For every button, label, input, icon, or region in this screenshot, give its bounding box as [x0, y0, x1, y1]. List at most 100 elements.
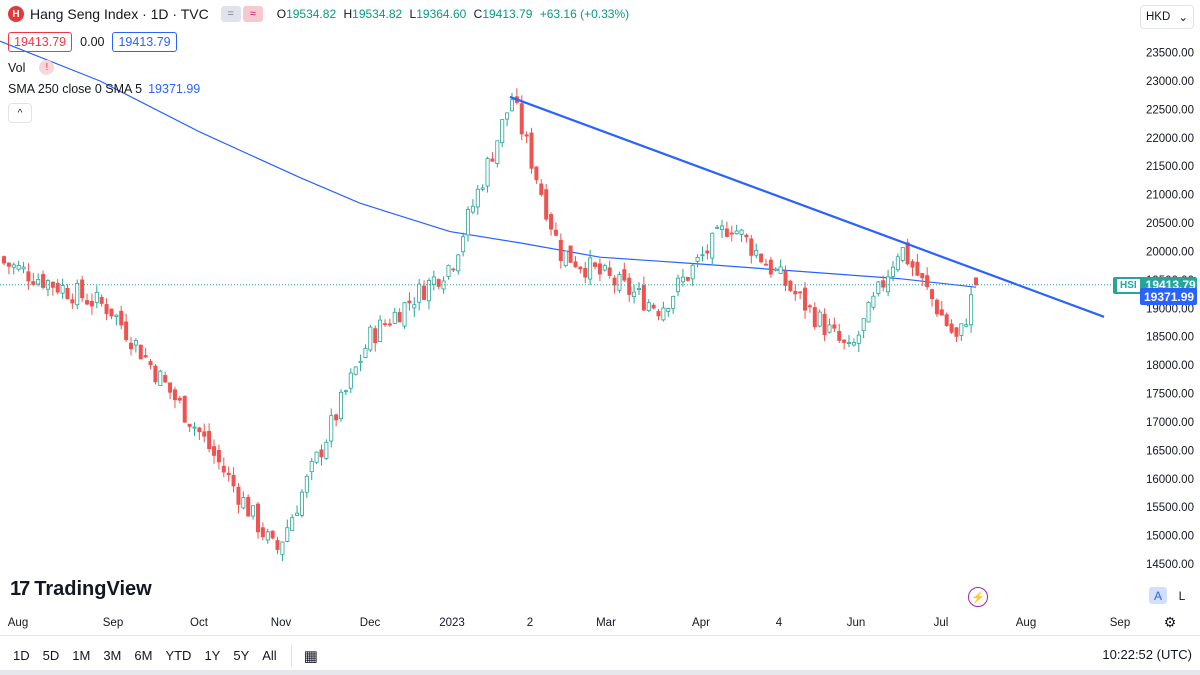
candle-body: [890, 266, 895, 277]
candle-body: [485, 158, 490, 187]
candle-body: [500, 119, 505, 144]
candle-body: [627, 277, 632, 295]
candle-body: [309, 460, 314, 473]
candle-body: [578, 266, 583, 270]
candle-body: [65, 287, 70, 300]
range-5y-button[interactable]: 5Y: [233, 648, 250, 663]
candle-body: [192, 426, 197, 429]
candle-body: [109, 308, 114, 317]
low-value: 19364.60: [416, 7, 467, 21]
candle-body: [99, 296, 104, 304]
calendar-icon[interactable]: ▦: [303, 647, 318, 665]
candle-body: [304, 475, 309, 493]
candle-body: [563, 250, 568, 267]
y-tick-label: 18500.00: [1146, 332, 1194, 344]
candle-body: [739, 229, 744, 235]
range-all-button[interactable]: All: [262, 648, 277, 663]
candle-body: [749, 238, 754, 256]
candle-body: [197, 427, 202, 433]
candle-body: [163, 375, 168, 383]
symbol-tag: HSI: [1116, 277, 1141, 293]
collapse-legend-button[interactable]: ^: [8, 103, 32, 123]
range-ytd-button[interactable]: YTD: [165, 648, 192, 663]
chevron-down-icon: ⌄: [1178, 12, 1188, 24]
x-tick-label: 2023: [439, 617, 465, 629]
indicator-button[interactable]: ≈: [242, 6, 263, 22]
candle-body: [353, 366, 358, 375]
symbol-title[interactable]: Hang Seng Index · 1D · TVC: [30, 6, 209, 22]
x-tick-label: Aug: [8, 617, 28, 629]
candle-body: [524, 134, 529, 137]
candle-body: [573, 261, 578, 268]
candle-body: [847, 342, 852, 344]
change-value: +63.16 (+0.33%): [539, 7, 630, 21]
candle-body: [124, 321, 129, 341]
time-axis[interactable]: Aug Sep Oct Nov Dec 2023 2 Mar Apr 4 Jun Jul Aug Sep: [8, 617, 1130, 629]
buy-button[interactable]: 19413.79: [112, 32, 177, 52]
candle-body: [954, 327, 959, 337]
sma-label: SMA 250 close 0 SMA 5: [8, 82, 143, 96]
candle-body: [255, 503, 260, 533]
candle-body: [895, 256, 900, 271]
range-1d-button[interactable]: 1D: [13, 648, 30, 663]
tradingview-logo[interactable]: 17 TradingView: [10, 578, 152, 601]
high-value: 19534.82: [352, 7, 403, 21]
sell-button[interactable]: 19413.79: [8, 32, 73, 52]
y-tick-label: 16000.00: [1146, 474, 1194, 486]
range-5d-button[interactable]: 5D: [42, 648, 60, 663]
range-3m-button[interactable]: 3M: [103, 648, 122, 663]
candle-body: [539, 183, 544, 195]
clock[interactable]: 10:22:52 (UTC): [1102, 647, 1192, 662]
range-1m-button[interactable]: 1M: [72, 648, 91, 663]
compare-button[interactable]: =: [220, 6, 241, 22]
range-6m-button[interactable]: 6M: [134, 648, 153, 663]
candle-body: [934, 299, 939, 315]
candle-body: [529, 132, 534, 169]
volume-legend[interactable]: Vol !: [8, 60, 55, 75]
candle-body: [490, 158, 495, 162]
candle-body: [378, 319, 383, 342]
candle-body: [382, 323, 387, 326]
candle-body: [905, 242, 910, 265]
y-tick-label: 20000.00: [1146, 246, 1194, 258]
candle-body: [60, 285, 65, 294]
y-tick-label: 21500.00: [1146, 161, 1194, 173]
candle-body: [2, 256, 7, 264]
candle-body: [158, 370, 163, 386]
y-tick-label: 18000.00: [1146, 360, 1194, 372]
gear-icon[interactable]: ⚙: [1163, 613, 1177, 630]
auto-scale-button[interactable]: A: [1149, 587, 1167, 604]
candle-body: [910, 261, 915, 268]
candle-body: [588, 257, 593, 280]
candle-body: [700, 254, 705, 257]
candle-body: [778, 266, 783, 274]
candle-body: [842, 339, 847, 343]
candle-body: [334, 414, 339, 421]
candle-body: [187, 423, 192, 427]
candle-body: [915, 261, 920, 276]
candle-body: [363, 347, 368, 358]
price-axis[interactable]: 14500.00 15000.00 15500.00 16000.00 16500.00…: [1146, 48, 1194, 571]
candle-body: [231, 474, 236, 487]
candle-body: [358, 360, 363, 364]
candle-body: [295, 512, 300, 516]
x-tick-label: 4: [776, 617, 783, 629]
candle-body: [964, 324, 969, 327]
candle-body: [773, 268, 778, 271]
flash-icon[interactable]: ⚡: [968, 587, 988, 607]
candle-body: [881, 280, 886, 288]
candle-body: [89, 300, 94, 307]
currency-select[interactable]: HKD ⌄: [1140, 5, 1194, 29]
candle-body: [41, 274, 46, 288]
candle-body: [475, 188, 480, 208]
warning-icon[interactable]: !: [39, 60, 55, 75]
price-chart[interactable]: 14500.00 15000.00 15500.00 16000.00 16500.00…: [0, 0, 1200, 635]
candle-body: [763, 263, 768, 266]
range-1y-button[interactable]: 1Y: [204, 648, 221, 663]
candle-body: [509, 99, 514, 112]
trendline[interactable]: [509, 95, 1105, 318]
log-scale-button[interactable]: L: [1178, 588, 1186, 603]
candle-body: [505, 112, 510, 120]
candle-body: [207, 430, 212, 450]
sma-legend[interactable]: SMA 250 close 0 SMA 5 19371.99: [8, 82, 200, 96]
